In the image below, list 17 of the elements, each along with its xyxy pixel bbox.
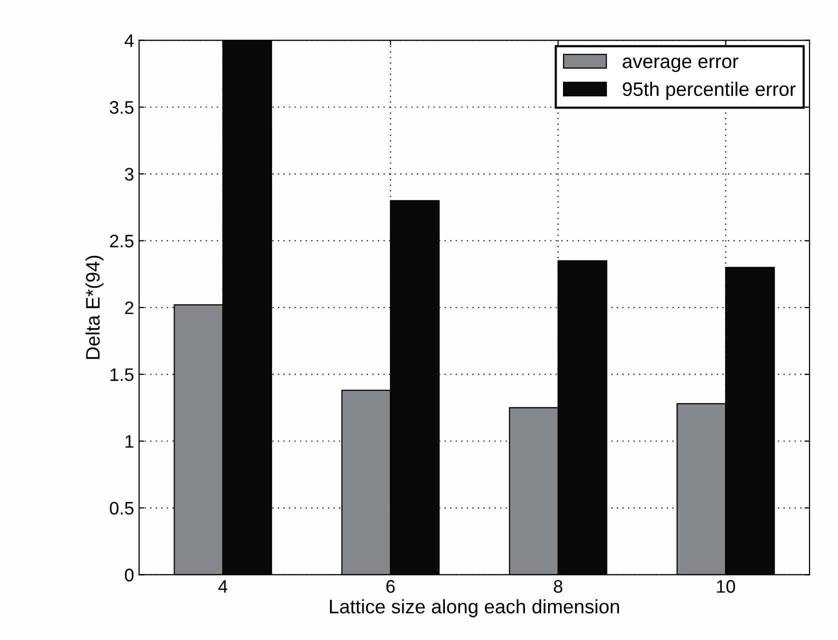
x-tick-label: 10 (717, 580, 736, 593)
x-axis-title: Lattice size along each dimension (330, 599, 619, 618)
x-tick-label: 4 (218, 580, 228, 593)
x-tick-label: 8 (554, 580, 562, 593)
y-tick-label: 3.5 (110, 101, 134, 114)
y-tick-label: 2.5 (110, 234, 134, 248)
y-axis-title: Delta E*(94) (85, 256, 104, 359)
y-tick-label: 1.5 (110, 368, 134, 382)
legend-label: 95th percentile error (622, 82, 796, 100)
y-tick-label: 0.5 (110, 502, 134, 515)
y-tick-label: 0 (124, 568, 134, 582)
legend-label: average error (622, 58, 738, 72)
y-tick-label: 2 (125, 301, 134, 314)
x-tick-label: 6 (386, 580, 395, 593)
y-tick-label: 3 (124, 168, 134, 181)
y-tick-label: 4 (124, 34, 134, 47)
y-tick-label: 1 (126, 435, 134, 448)
